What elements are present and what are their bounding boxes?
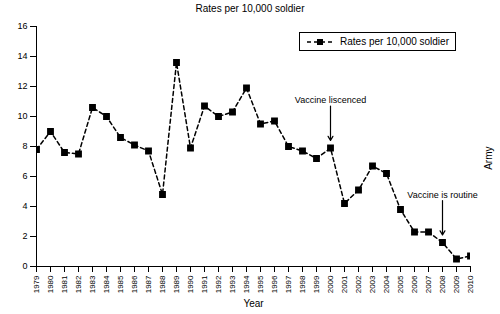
svg-text:1997: 1997 — [284, 275, 293, 293]
svg-text:10: 10 — [17, 111, 27, 121]
svg-text:1994: 1994 — [242, 275, 251, 293]
svg-text:14: 14 — [17, 51, 27, 61]
svg-text:Vaccine is routine: Vaccine is routine — [407, 190, 477, 200]
svg-text:1991: 1991 — [200, 275, 209, 293]
svg-text:1995: 1995 — [256, 275, 265, 293]
svg-text:16: 16 — [17, 21, 27, 31]
svg-text:8: 8 — [22, 141, 27, 151]
svg-text:2005: 2005 — [396, 275, 405, 293]
svg-text:1980: 1980 — [46, 275, 55, 293]
svg-text:Vaccine liscenced: Vaccine liscenced — [295, 95, 366, 105]
svg-text:2004: 2004 — [382, 275, 391, 293]
svg-text:1992: 1992 — [214, 275, 223, 293]
svg-text:4: 4 — [22, 201, 27, 211]
svg-text:Army: Army — [483, 147, 494, 170]
svg-text:2003: 2003 — [368, 275, 377, 293]
svg-text:1985: 1985 — [116, 275, 125, 293]
svg-text:1996: 1996 — [270, 275, 279, 293]
html-text:Rates per 10,000 soldier: Rates per 10,000 soldier — [340, 36, 449, 47]
svg-text:2001: 2001 — [340, 275, 349, 293]
svg-text:2000: 2000 — [326, 275, 335, 293]
svg-text:1998: 1998 — [298, 275, 307, 293]
svg-text:2002: 2002 — [354, 275, 363, 293]
svg-text:6: 6 — [22, 171, 27, 181]
svg-text:1981: 1981 — [60, 275, 69, 293]
svg-text:2008: 2008 — [438, 275, 447, 293]
svg-text:1993: 1993 — [228, 275, 237, 293]
svg-text:1979: 1979 — [32, 275, 41, 293]
svg-text:1983: 1983 — [88, 275, 97, 293]
svg-text:1986: 1986 — [130, 275, 139, 293]
svg-text:1987: 1987 — [144, 275, 153, 293]
svg-text:1984: 1984 — [102, 275, 111, 293]
svg-text:2010: 2010 — [466, 275, 475, 293]
svg-text:Year: Year — [243, 298, 264, 309]
svg-text:1982: 1982 — [74, 275, 83, 293]
svg-text:12: 12 — [17, 81, 27, 91]
svg-text:2: 2 — [22, 231, 27, 241]
svg-text:2007: 2007 — [424, 275, 433, 293]
svg-text:0: 0 — [22, 261, 27, 271]
svg-text:1988: 1988 — [158, 275, 167, 293]
svg-text:2009: 2009 — [452, 275, 461, 293]
svg-text:1990: 1990 — [186, 275, 195, 293]
svg-text:1999: 1999 — [312, 275, 321, 293]
svg-text:1989: 1989 — [172, 275, 181, 293]
html-text:Rates per 10,000 soldier: Rates per 10,000 soldier — [195, 3, 305, 14]
svg-text:2006: 2006 — [410, 275, 419, 293]
